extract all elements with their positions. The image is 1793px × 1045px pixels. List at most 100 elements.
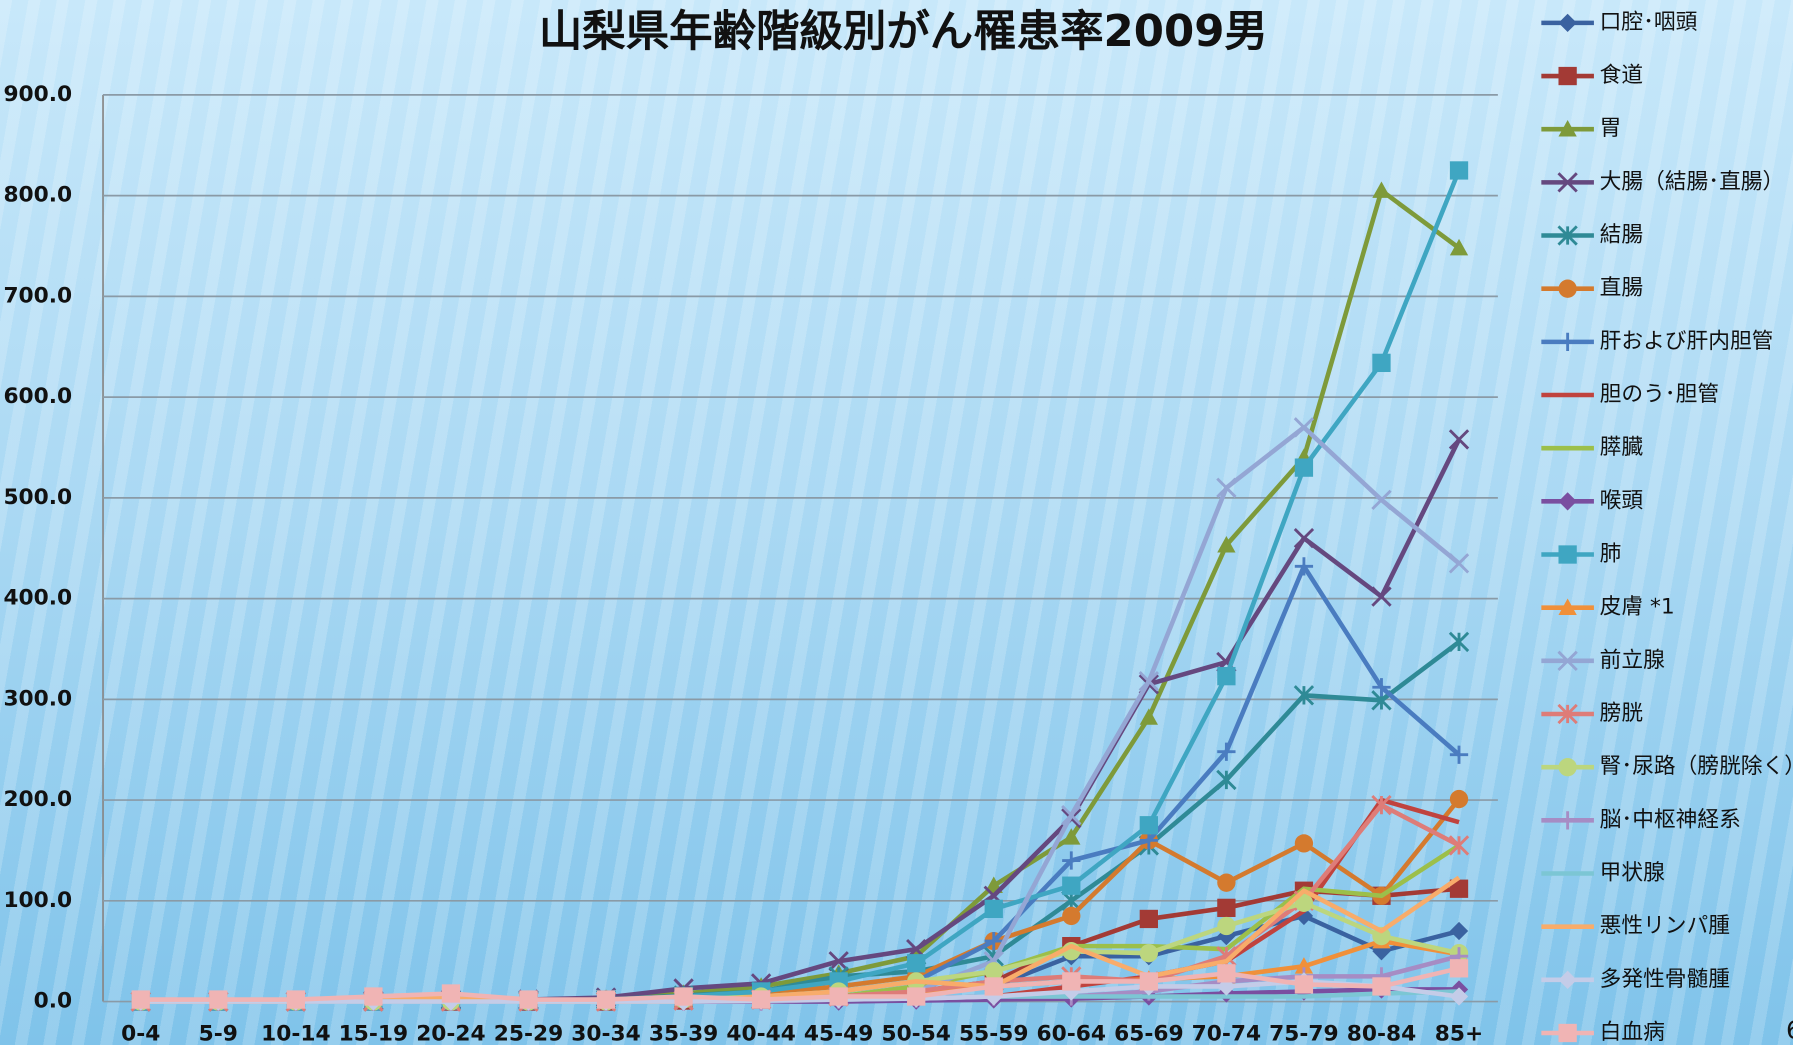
y-tick-label: 100.0: [3, 888, 72, 913]
legend-label: 胃: [1600, 116, 1622, 141]
marker: [1062, 876, 1081, 895]
series: 白血病: [131, 959, 1665, 1045]
legend-label: 前立腺: [1600, 648, 1665, 673]
marker: [1061, 805, 1082, 826]
x-tick-label: 0-4: [121, 1022, 160, 1045]
marker: [1558, 970, 1577, 989]
marker: [829, 987, 848, 1006]
marker: [1372, 678, 1391, 697]
legend-label: 脳･中枢神経系: [1600, 807, 1741, 832]
marker: [1372, 181, 1391, 198]
marker: [1217, 667, 1236, 686]
legend-label: 食道: [1600, 63, 1643, 88]
marker: [1558, 332, 1577, 352]
marker: [984, 899, 1003, 919]
marker: [1216, 769, 1237, 791]
marker: [1293, 527, 1315, 549]
x-tick-label: 50-54: [881, 1022, 950, 1045]
x-tick-label: 30-34: [571, 1022, 640, 1045]
marker: [1449, 789, 1469, 809]
y-tick-label: 200.0: [3, 787, 72, 812]
marker: [751, 990, 771, 1009]
legend-label: 甲状腺: [1600, 861, 1665, 886]
marker: [1372, 926, 1391, 946]
marker: [131, 990, 150, 1009]
series: 皮膚 *1: [131, 595, 1675, 1009]
marker: [1448, 429, 1470, 450]
marker: [1294, 557, 1314, 576]
legend-label: 直腸: [1600, 276, 1643, 301]
marker: [1557, 172, 1578, 193]
marker: [1217, 898, 1236, 918]
marker: [1293, 417, 1315, 438]
series-line: [140, 966, 1460, 1002]
marker: [1449, 959, 1469, 978]
y-tick-label: 500.0: [3, 485, 72, 510]
page-number: 6: [1786, 1015, 1793, 1044]
marker: [984, 977, 1003, 996]
marker: [1448, 631, 1470, 653]
y-tick-label: 0.0: [34, 989, 72, 1014]
x-tick-label: 40-44: [726, 1022, 795, 1045]
marker: [1558, 66, 1577, 86]
legend-label: 結腸: [1600, 223, 1643, 248]
marker: [1449, 879, 1469, 898]
legend-label: 膵臓: [1600, 435, 1644, 460]
x-tick-label: 10-14: [261, 1022, 330, 1045]
marker: [1062, 906, 1081, 926]
marker: [209, 990, 228, 1009]
marker: [1139, 944, 1158, 963]
x-tick-label: 60-64: [1037, 1022, 1106, 1045]
legend-label: 喉頭: [1600, 488, 1644, 513]
marker: [1139, 816, 1158, 835]
marker: [1294, 975, 1314, 994]
marker: [1448, 553, 1470, 574]
marker: [519, 990, 538, 1009]
legend-label: 多発性骨髄腫: [1600, 967, 1730, 992]
marker: [984, 962, 1003, 981]
series: 肝および肝内胆管: [131, 329, 1774, 1011]
marker: [1372, 353, 1391, 373]
marker: [1139, 972, 1158, 991]
legend-label: 胆のう･胆管: [1600, 382, 1719, 407]
marker: [1293, 685, 1315, 706]
marker: [1217, 964, 1236, 983]
marker: [1139, 909, 1158, 929]
series: 口腔･咽頭: [131, 10, 1698, 1011]
y-tick-label: 400.0: [3, 586, 72, 611]
marker: [907, 987, 926, 1006]
marker: [1217, 916, 1236, 936]
legend-label: 腎･尿路（膀胱除く）: [1600, 754, 1793, 779]
series-line: [140, 640, 1461, 1004]
marker: [1139, 708, 1158, 725]
marker: [1449, 745, 1469, 764]
x-tick-label: 45-49: [804, 1022, 873, 1045]
marker: [1217, 536, 1236, 553]
marker: [1217, 873, 1236, 892]
y-tick-label: 900.0: [3, 82, 72, 107]
marker: [1062, 828, 1081, 845]
marker: [441, 984, 461, 1003]
marker: [286, 990, 305, 1009]
x-tick-label: 20-24: [416, 1022, 485, 1045]
marker: [984, 931, 1003, 951]
marker: [1448, 835, 1470, 856]
y-tick-label: 800.0: [3, 183, 72, 208]
y-tick-label: 600.0: [3, 384, 72, 409]
marker: [907, 954, 926, 973]
marker: [828, 951, 849, 972]
x-tick-label: 55-59: [959, 1022, 1028, 1045]
series-line: [140, 188, 1461, 1004]
y-tick-label: 300.0: [3, 686, 72, 711]
legend-label: 大腸（結腸･直腸）: [1600, 169, 1785, 194]
x-tick-label: 65-69: [1114, 1022, 1183, 1045]
x-tick-label: 5-9: [199, 1022, 238, 1045]
marker: [1294, 458, 1314, 477]
legend-label: 膀胱: [1600, 701, 1643, 726]
marker: [1558, 545, 1577, 564]
x-tick-label: 70-74: [1192, 1022, 1261, 1045]
series: 前立腺: [130, 417, 1665, 1012]
legend-label: 肝および肝内胆管: [1600, 329, 1774, 354]
